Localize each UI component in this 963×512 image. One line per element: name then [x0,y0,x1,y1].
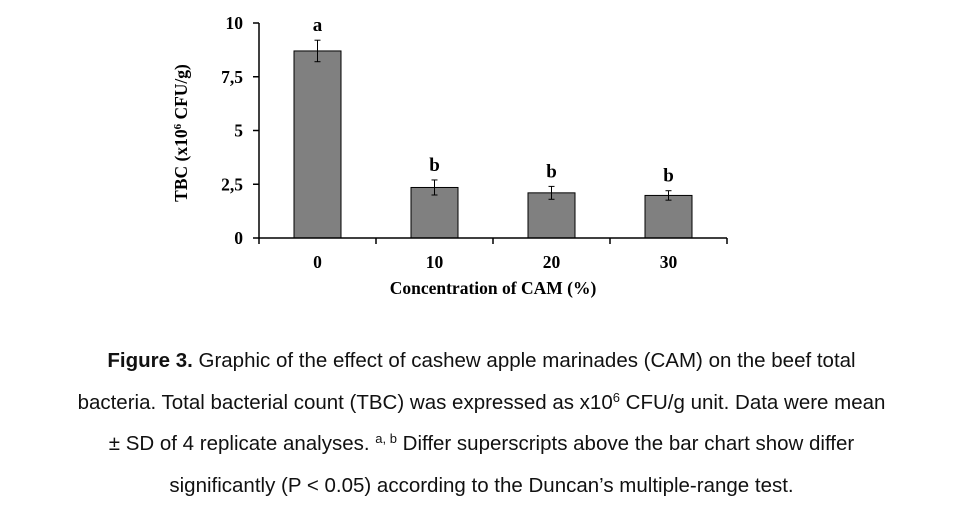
x-tick-label: 0 [313,252,322,272]
significance-label: b [429,155,440,176]
x-axis-label: Concentration of CAM (%) [390,278,597,298]
y-tick-label: 7,5 [221,67,243,87]
x-tick-label: 10 [426,252,444,272]
x-tick-label: 20 [543,252,561,272]
caption-line-2: bacteria. Total bacterial count (TBC) wa… [77,389,886,414]
bar [293,50,342,239]
bar [410,186,459,239]
y-tick-label: 0 [234,228,243,248]
bar [527,192,576,239]
figure-caption: Figure 3. Graphic of the effect of cashe… [0,340,963,506]
significance-label: a [313,15,323,36]
y-tick-label: 10 [226,13,244,33]
caption-figure-label: Figure 3. [107,349,193,372]
y-tick-label: 5 [234,121,243,141]
significance-label: b [546,161,557,182]
x-tick-label: 30 [660,252,678,272]
bar-chart: a b b b 0 2,5 5 7,5 10 0 10 20 30 Concentration of… [171,13,728,298]
chart-svg: a b b b 0 2,5 5 7,5 10 0 10 20 30 Concentration of… [171,13,728,298]
caption-line-3: ± SD of 4 replicate analyses. a, b Diffe… [108,431,855,455]
caption-line-1: Figure 3. Graphic of the effect of cashe… [107,349,856,372]
y-axis-label-main: TBC (x10 [171,129,191,202]
y-axis-label-sup: 6 [172,123,184,129]
y-tick-label: 2,5 [221,174,243,194]
significance-label: b [663,166,674,187]
bar [644,194,693,239]
y-axis-label-unit: CFU/g) [171,64,191,124]
caption-line-4: significantly (P < 0.05) according to th… [169,473,794,497]
y-axis-label: TBC (x106 CFU/g) [171,64,191,202]
